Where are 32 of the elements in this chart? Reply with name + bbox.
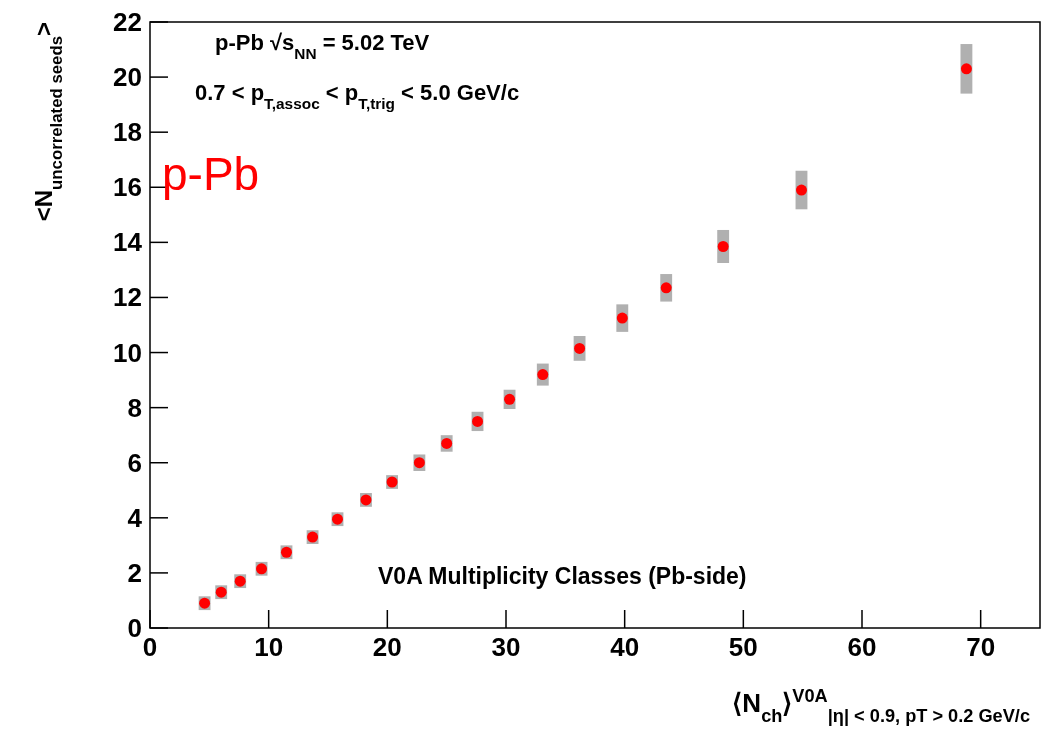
- annotation: p-Pb: [162, 148, 260, 200]
- x-tick-label: 30: [491, 632, 521, 662]
- x-tick-label: 40: [610, 632, 640, 662]
- y-tick-label: 14: [113, 227, 143, 258]
- y-tick-label: 4: [127, 502, 143, 533]
- x-tick-label: 20: [372, 632, 402, 662]
- x-tick-label: 10: [254, 632, 284, 662]
- y-tick-label: 10: [113, 337, 142, 368]
- point: [616, 312, 628, 324]
- annotation: 0.7 < p$_{T,assoc}$ < p$_{T,trig}$ < 5.0 GeV/c: [195, 80, 520, 112]
- point: [537, 369, 549, 381]
- y-tick-label: 2: [127, 557, 142, 588]
- annotation: V0A Multiplicity Classes (Pb-side): [378, 563, 747, 589]
- x-tick-label: 50: [728, 632, 758, 662]
- y-tick-label: 22: [113, 7, 142, 37]
- y-tick-label: 8: [127, 392, 142, 423]
- y-tick-label: 12: [113, 282, 142, 313]
- y-tick-label: 18: [113, 117, 142, 148]
- point: [960, 63, 972, 75]
- point: [795, 184, 807, 196]
- x-tick-label: 70: [966, 632, 996, 662]
- point: [472, 415, 484, 427]
- point: [574, 342, 586, 354]
- y-tick-label: 0: [127, 613, 142, 643]
- y-tick-label: 20: [113, 62, 142, 93]
- y-tick-label: 16: [113, 172, 142, 203]
- annotation: p-Pb √s$_{NN}$ = 5.02 TeV: [215, 30, 430, 62]
- point: [660, 282, 672, 294]
- y-tick-label: 6: [127, 447, 142, 478]
- x-tick-label: 60: [847, 632, 877, 662]
- point: [504, 393, 516, 405]
- point: [717, 241, 729, 252]
